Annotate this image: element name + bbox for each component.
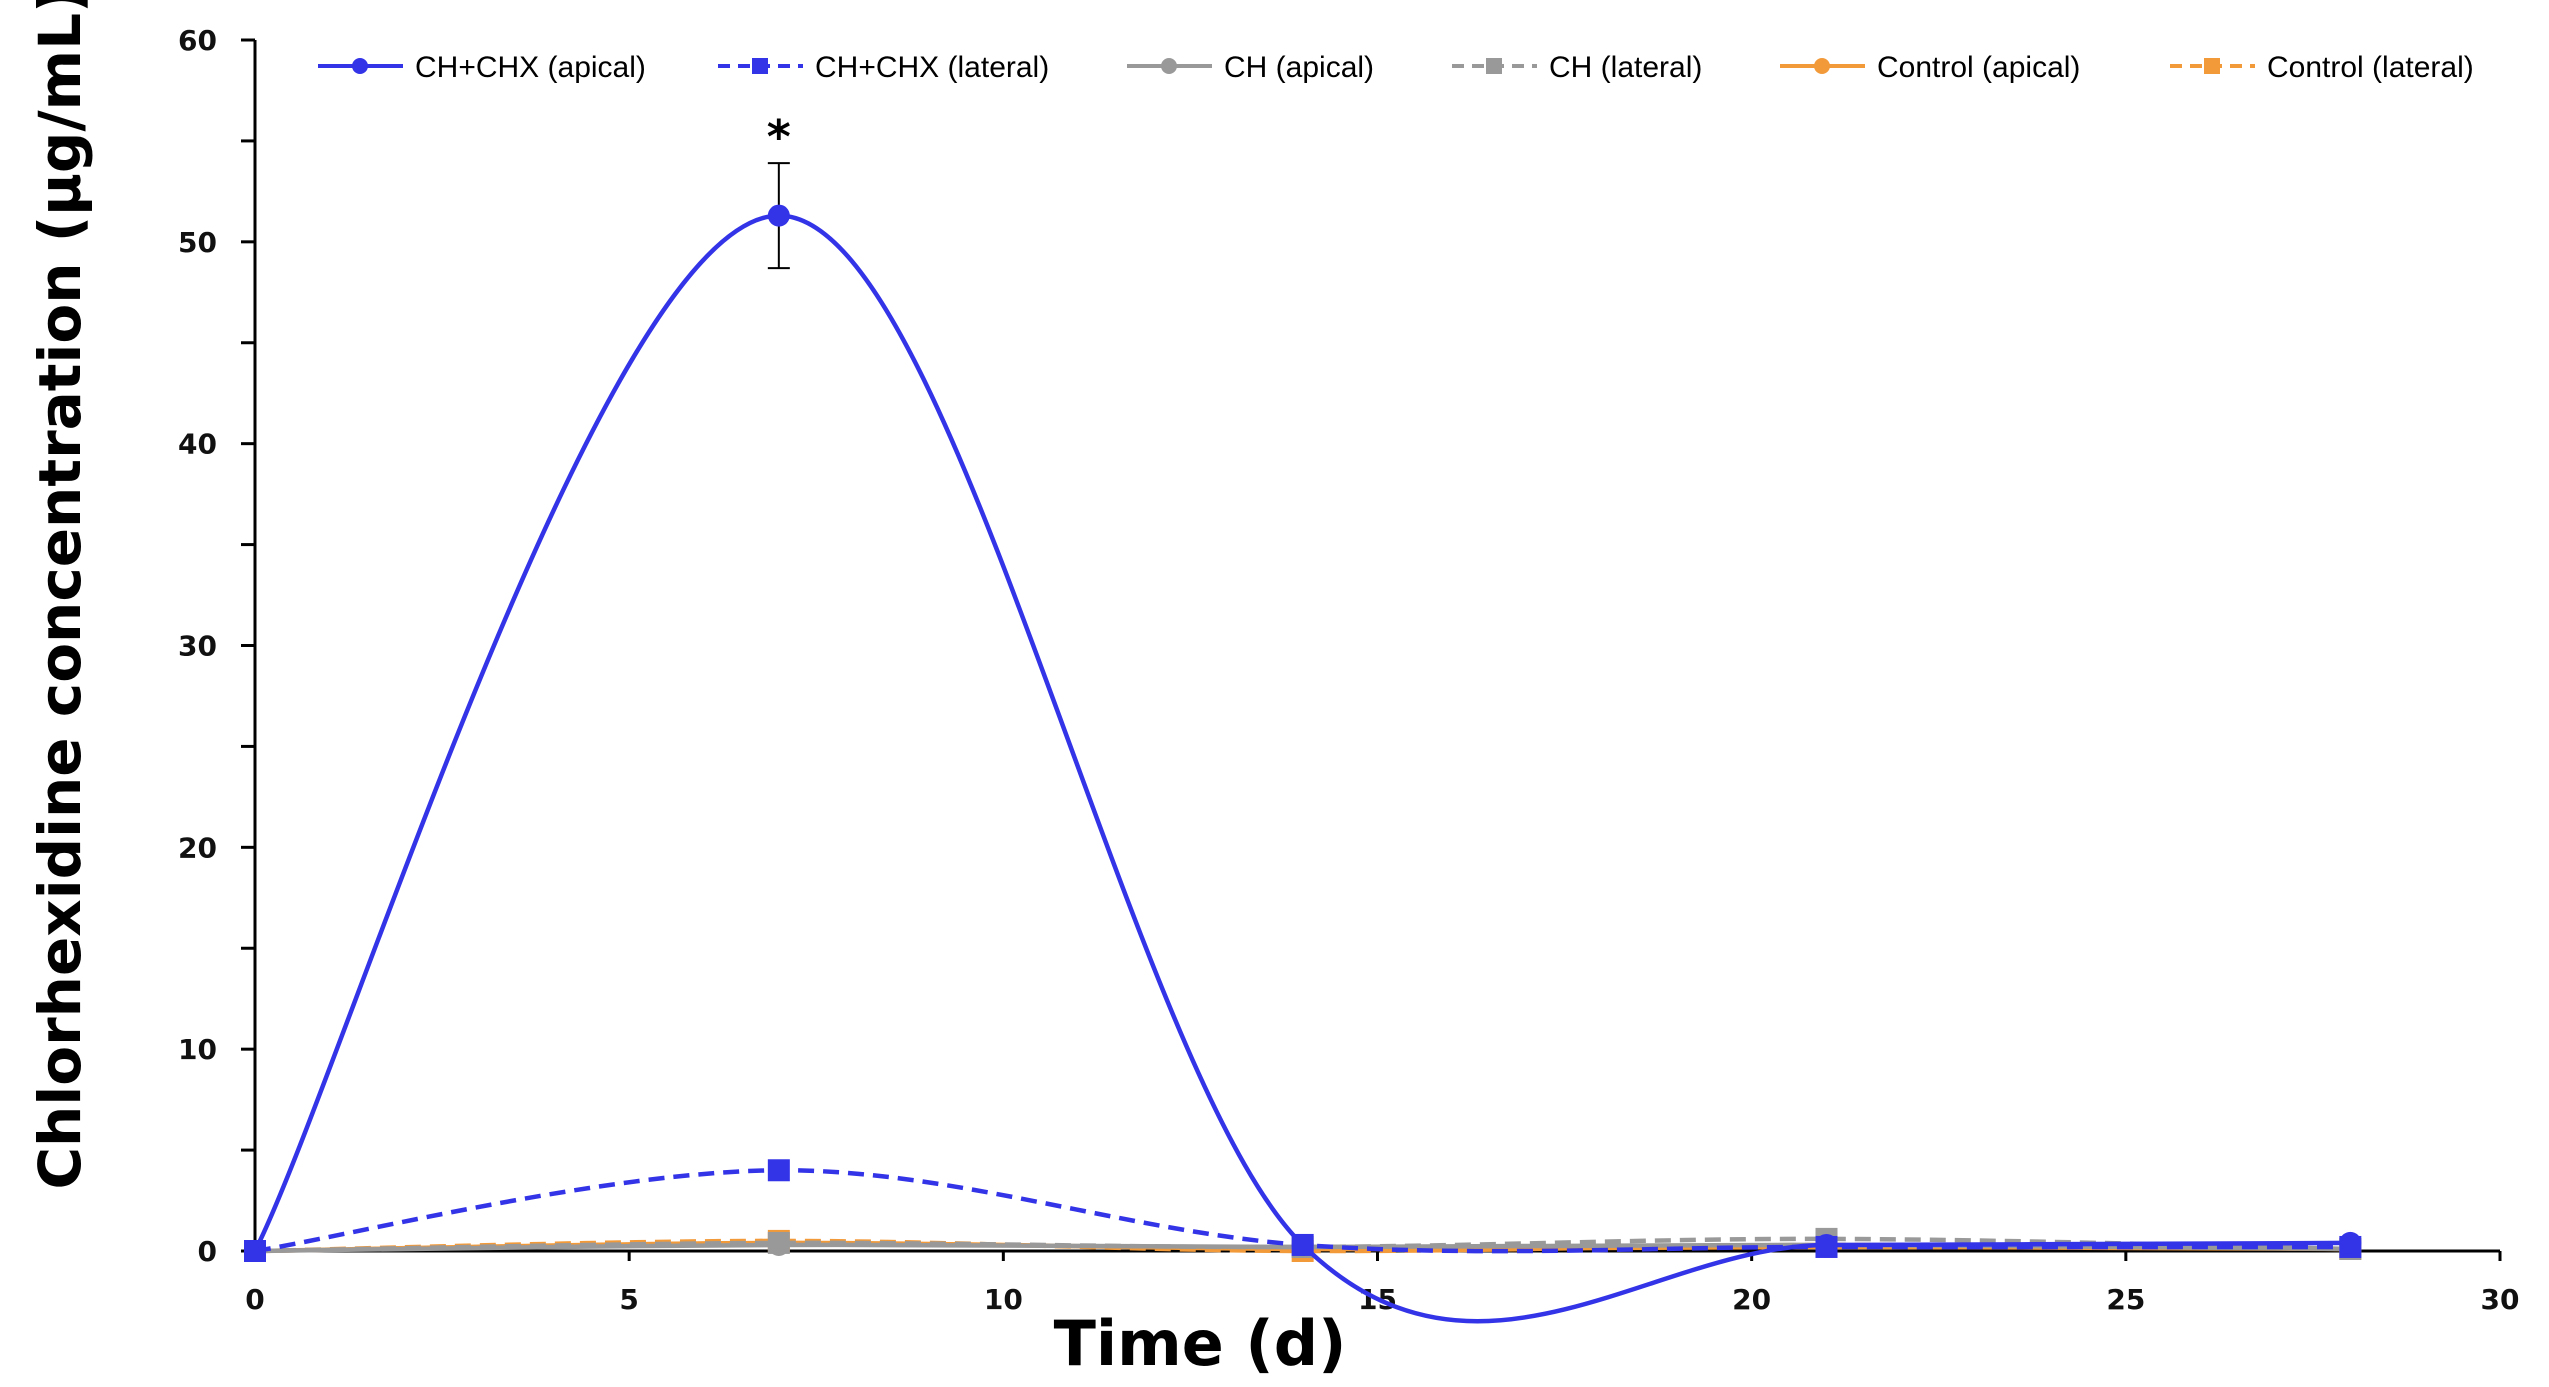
series-ch-chx-apical bbox=[244, 162, 2362, 1324]
legend-marker bbox=[1161, 58, 1177, 74]
legend-item: CH+CHX (lateral) bbox=[718, 51, 1049, 84]
legend-label: Control (apical) bbox=[1877, 51, 2080, 84]
y-tick-label: 0 bbox=[198, 1235, 217, 1268]
legend-marker bbox=[2204, 58, 2220, 74]
legend-marker bbox=[1814, 58, 1830, 74]
data-point bbox=[767, 1233, 790, 1256]
x-tick-label: 0 bbox=[245, 1283, 264, 1316]
legend-item: Control (lateral) bbox=[2170, 51, 2474, 84]
data-point bbox=[244, 1240, 266, 1262]
data-point bbox=[1815, 1233, 1838, 1256]
x-tick-label: 25 bbox=[2106, 1283, 2145, 1316]
x-tick-label: 5 bbox=[619, 1283, 638, 1316]
series-layer bbox=[244, 162, 2362, 1324]
y-tick-label: 20 bbox=[178, 831, 217, 864]
x-tick-label: 30 bbox=[2481, 1283, 2520, 1316]
data-point bbox=[767, 204, 790, 227]
x-tick-label: 10 bbox=[984, 1283, 1023, 1316]
y-tick-label: 40 bbox=[178, 428, 217, 461]
legend-label: CH+CHX (lateral) bbox=[815, 51, 1049, 84]
x-axis-title: Time (d) bbox=[1054, 1307, 1347, 1380]
legend-label: CH (lateral) bbox=[1549, 51, 1702, 84]
legend-item: CH (lateral) bbox=[1452, 51, 1702, 84]
y-tick-label: 30 bbox=[178, 630, 217, 663]
legend-item: Control (apical) bbox=[1780, 51, 2080, 84]
legend-label: Control (lateral) bbox=[2267, 51, 2474, 84]
annotation-layer: * bbox=[767, 110, 791, 164]
x-tick-label: 20 bbox=[1732, 1283, 1771, 1316]
legend-marker bbox=[1486, 58, 1502, 74]
y-axis-title: Chlorhexidine concentration (µg/mL) bbox=[26, 0, 94, 1190]
series-line bbox=[252, 213, 2351, 1324]
legend-label: CH (apical) bbox=[1224, 51, 1374, 84]
legend-marker bbox=[752, 58, 768, 74]
legend-item: CH+CHX (apical) bbox=[318, 51, 646, 84]
data-point bbox=[2339, 1231, 2362, 1254]
significance-asterisk: * bbox=[767, 110, 791, 164]
y-tick-label: 50 bbox=[178, 226, 217, 259]
legend-item: CH (apical) bbox=[1127, 51, 1374, 84]
legend-marker bbox=[352, 58, 368, 74]
y-tick-label: 10 bbox=[178, 1033, 217, 1066]
legend: CH+CHX (apical) CH+CHX (lateral) CH (apica… bbox=[318, 51, 2474, 84]
legend-label: CH+CHX (apical) bbox=[415, 51, 646, 84]
y-tick-label: 60 bbox=[178, 24, 217, 57]
data-point bbox=[1291, 1233, 1314, 1256]
data-point bbox=[767, 1159, 790, 1182]
